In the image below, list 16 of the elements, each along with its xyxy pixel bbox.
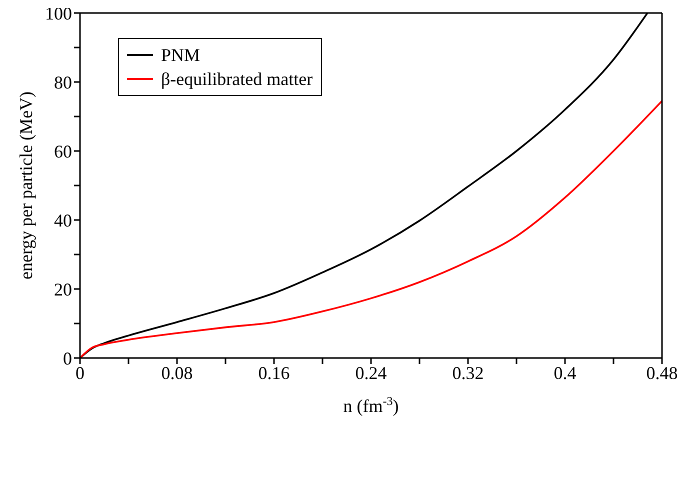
y-tick-label: 20 [54, 279, 72, 300]
legend-label: PNM [161, 44, 200, 67]
y-axis-title: energy per particle (MeV) [16, 91, 36, 280]
x-tick-label: 0 [76, 362, 84, 383]
x-tick-label: 0.24 [355, 362, 387, 383]
x-axis-title: n (fm$^{-3}$) [343, 394, 399, 416]
x-tick-label: 0.32 [452, 362, 484, 383]
y-tick-label: 60 [54, 141, 72, 162]
legend-label: β-equilibrated matter [161, 68, 313, 91]
x-tick-label: 0.16 [258, 362, 290, 383]
x-tick-label: 0.08 [161, 362, 193, 383]
y-tick-label: 40 [54, 210, 72, 230]
x-tick-label: 0.4 [554, 362, 576, 383]
x-tick-label: 0.48 [646, 362, 678, 383]
y-tick-label: 80 [54, 72, 72, 92]
y-tick-label: 0 [63, 348, 72, 368]
